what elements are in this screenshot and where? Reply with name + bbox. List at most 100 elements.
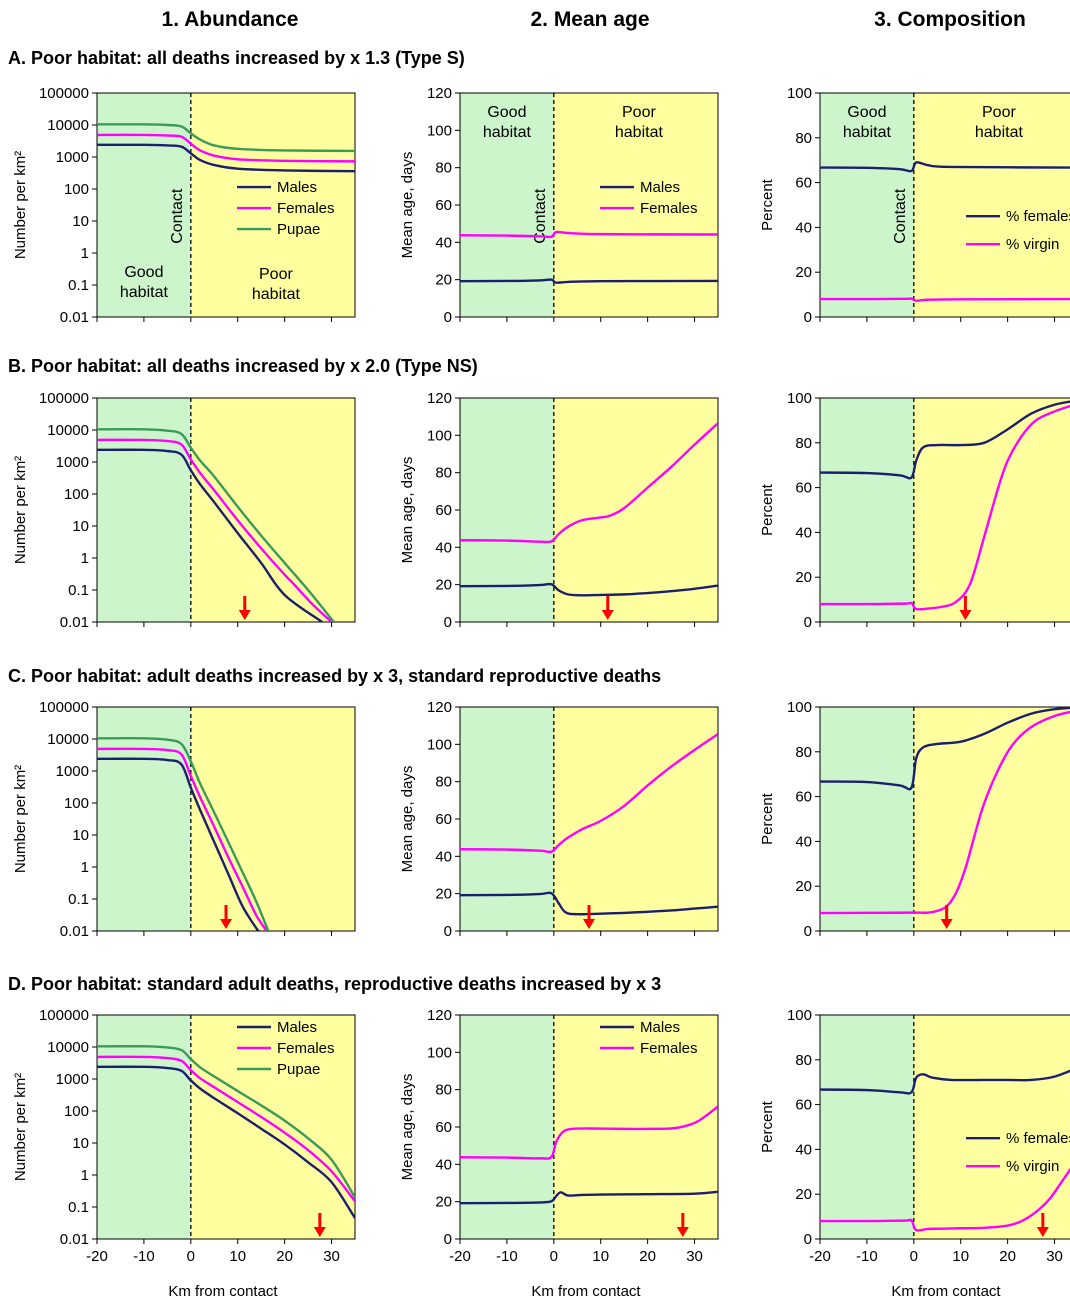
- y-axis-label: Percent: [759, 792, 776, 845]
- row-title-d: D. Poor habitat: standard adult deaths, …: [8, 974, 661, 994]
- y-tick-label: 40: [795, 524, 812, 541]
- x-tick-label: 20: [276, 1248, 293, 1265]
- poor-habitat-label: habitat: [252, 286, 301, 303]
- red-arrow-marker: [583, 905, 595, 929]
- y-tick-label: 20: [795, 264, 812, 281]
- y-tick-label: 100: [64, 181, 89, 198]
- y-tick-label: 0: [804, 309, 812, 326]
- series-line-pct-females: [820, 707, 1070, 791]
- x-axis-label: Km from contact: [891, 1283, 1001, 1300]
- y-tick-label: 40: [435, 234, 452, 251]
- legend-label-males: Males: [640, 179, 680, 196]
- series-group: [820, 400, 1070, 611]
- x-tick-label: 30: [323, 1248, 340, 1265]
- series-group: [820, 707, 1070, 915]
- good-habitat-label: Good: [847, 104, 886, 121]
- poor-habitat-region: [553, 93, 718, 317]
- y-axis-label: Number per km²: [12, 1073, 29, 1181]
- poor-habitat-label: Poor: [982, 104, 1016, 121]
- y-tick-label: 100000: [39, 699, 89, 716]
- legend-label-pct-females: % females: [1006, 1130, 1070, 1147]
- y-tick-label: 1: [81, 1167, 89, 1184]
- y-tick-label: 0.01: [60, 923, 89, 940]
- y-tick-label: 60: [435, 1119, 452, 1136]
- red-arrow-marker: [238, 596, 251, 620]
- plot-frame: [819, 92, 1070, 318]
- x-axis-label: Km from contact: [168, 1283, 278, 1300]
- y-tick-label: 0.01: [60, 614, 89, 631]
- y-tick-label: 10000: [47, 731, 89, 748]
- y-tick-label: 40: [795, 219, 812, 236]
- series-line-females: [460, 422, 718, 544]
- red-arrow-marker: [313, 1213, 326, 1237]
- y-tick-label: 1000: [56, 763, 89, 780]
- series-line-males: [460, 891, 718, 916]
- series-line-females: [97, 747, 268, 931]
- red-arrow-head: [1036, 1227, 1049, 1237]
- series-line-males: [460, 582, 718, 597]
- y-tick-label: 1000: [56, 1071, 89, 1088]
- chart-panel-a3: 0 20 40 60 80 100 Percent Good habitat Poor habita…: [759, 85, 1070, 326]
- y-tick-label: 0.1: [68, 277, 89, 294]
- poor-habitat-label: habitat: [975, 124, 1024, 141]
- y-tick-label: 60: [795, 789, 812, 806]
- red-arrow-marker: [959, 596, 972, 620]
- y-tick-label: 1000: [56, 454, 89, 471]
- y-axis-label: Percent: [759, 483, 776, 536]
- y-tick-label: 120: [427, 1007, 452, 1024]
- y-tick-label: 10: [72, 518, 89, 535]
- row-title-a: A. Poor habitat: all deaths increased by…: [8, 48, 465, 68]
- legend: % females % virgin: [966, 1130, 1070, 1175]
- poor-habitat-region: [190, 1015, 355, 1239]
- legend-label-females: Females: [277, 200, 335, 217]
- y-tick-label: 60: [795, 1097, 812, 1114]
- good-habitat-region: [820, 398, 914, 622]
- x-tick-label: -20: [809, 1248, 831, 1265]
- y-tick-label: 0: [444, 1231, 452, 1248]
- y-tick-label: 80: [435, 1082, 452, 1099]
- y-tick-label: 0.1: [68, 1199, 89, 1216]
- y-tick-label: 20: [435, 272, 452, 289]
- y-tick-label: 40: [435, 848, 452, 865]
- red-arrow-head: [313, 1227, 326, 1237]
- chart-panel-b1: 0.01 0.1 1 10 100 1000 10000 100000 Number per k…: [12, 390, 356, 631]
- red-arrow-head: [959, 610, 972, 620]
- x-tick-label: 10: [229, 1248, 246, 1265]
- y-tick-label: 100: [64, 1103, 89, 1120]
- y-axis-label: Mean age, days: [399, 152, 416, 259]
- y-axis-label: Number per km²: [12, 151, 29, 259]
- series-line-males: [97, 448, 323, 622]
- x-tick-label: 0: [910, 1248, 918, 1265]
- contact-label: Contact: [532, 188, 549, 244]
- series-line-pupae: [97, 737, 270, 931]
- y-tick-label: 40: [435, 539, 452, 556]
- x-tick-label: -10: [496, 1248, 518, 1265]
- y-tick-label: 60: [435, 502, 452, 519]
- series-line-males: [460, 278, 718, 284]
- y-tick-label: 1: [81, 245, 89, 262]
- plot-frame: [819, 706, 1070, 932]
- y-tick-label: 0: [804, 614, 812, 631]
- series-line-pct-virgin: [820, 297, 1070, 302]
- y-tick-label: 0: [444, 614, 452, 631]
- series-line-females: [97, 438, 333, 622]
- poor-habitat-region: [913, 1015, 1070, 1239]
- series-group: [97, 428, 335, 622]
- y-tick-label: 100: [787, 390, 812, 407]
- series-line-pct-females: [820, 161, 1070, 173]
- x-tick-label: 0: [187, 1248, 195, 1265]
- legend: Males Females: [600, 1019, 698, 1057]
- legend-label-males: Males: [277, 179, 317, 196]
- series-line-pct-virgin: [820, 404, 1070, 611]
- series-line-males: [97, 143, 355, 173]
- poor-habitat-region: [913, 93, 1070, 317]
- series-line-females: [97, 133, 355, 163]
- y-tick-label: 10: [72, 213, 89, 230]
- x-tick-label: 0: [550, 1248, 558, 1265]
- series-group: [97, 737, 270, 931]
- red-arrow-head: [601, 610, 614, 620]
- x-tick-label: -10: [856, 1248, 878, 1265]
- y-axis-label: Mean age, days: [399, 1074, 416, 1181]
- series-line-pupae: [97, 1045, 355, 1199]
